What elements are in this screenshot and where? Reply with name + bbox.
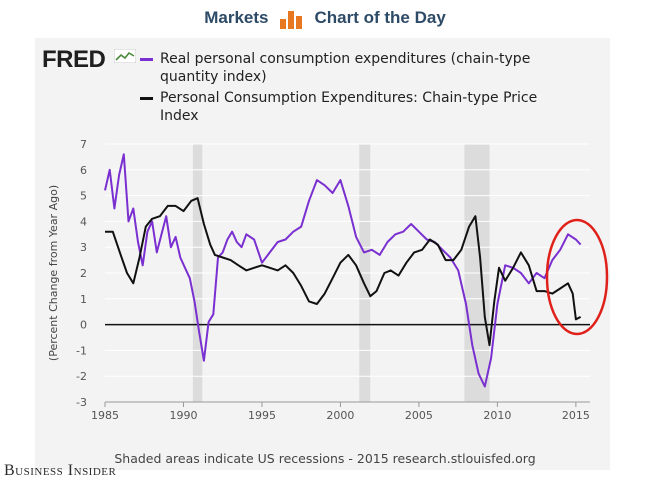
legend-item-pce-price: Personal Consumption Expenditures: Chain… bbox=[140, 89, 580, 125]
header: Markets Chart of the Day bbox=[0, 0, 650, 36]
x-tick-label: 1995 bbox=[248, 409, 276, 422]
y-tick-label: 1 bbox=[80, 293, 87, 306]
footer-note: Shaded areas indicate US recessions - 20… bbox=[114, 451, 536, 466]
legend-label-pce-price: Personal Consumption Expenditures: Chain… bbox=[160, 90, 538, 124]
x-tick-label: 2010 bbox=[483, 409, 511, 422]
legend-swatch-purple bbox=[140, 58, 153, 61]
y-tick-label: -2 bbox=[76, 370, 87, 383]
chart-of-the-day-label: Chart of the Day bbox=[314, 8, 446, 27]
y-tick-label: 0 bbox=[80, 319, 87, 332]
series-lines bbox=[104, 153, 582, 388]
y-tick-label: 6 bbox=[80, 164, 87, 177]
chart-panel bbox=[35, 38, 610, 470]
legend-label-real-pce: Real personal consumption expenditures (… bbox=[160, 51, 531, 85]
x-tick-label: 2015 bbox=[562, 409, 590, 422]
x-tick-label: 1985 bbox=[91, 409, 119, 422]
y-tick-label: 5 bbox=[80, 190, 87, 203]
x-tick-label: 2000 bbox=[326, 409, 354, 422]
y-tick-label: 4 bbox=[80, 215, 87, 228]
series-line-1 bbox=[105, 197, 582, 347]
markets-label: Markets bbox=[204, 8, 269, 27]
y-axis-label: (Percent Change from Year Ago) bbox=[47, 185, 60, 361]
tick-labels: -3 -2 -1 0 1 2 3 4 5 6 7 1985 1990 1995 2000 2005 2010 20… bbox=[76, 138, 590, 422]
y-tick-label: -3 bbox=[76, 396, 87, 409]
fred-graph-icon bbox=[114, 49, 136, 63]
x-tick-label: 1990 bbox=[169, 409, 197, 422]
x-tick-label: 2005 bbox=[405, 409, 433, 422]
legend-item-real-pce: Real personal consumption expenditures (… bbox=[140, 50, 580, 86]
y-tick-label: 2 bbox=[80, 267, 87, 280]
y-tick-label: 3 bbox=[80, 241, 87, 254]
gridlines bbox=[104, 143, 590, 407]
y-tick-label: 7 bbox=[80, 138, 87, 151]
bar-chart-icon bbox=[280, 7, 303, 29]
fred-logo: FRED bbox=[42, 46, 106, 73]
y-tick-label: -1 bbox=[76, 344, 87, 357]
legend-swatch-black bbox=[140, 97, 153, 100]
series-line-0 bbox=[104, 153, 582, 388]
business-insider-logo: Business Insider bbox=[4, 462, 117, 479]
highlight-circle bbox=[545, 218, 609, 336]
